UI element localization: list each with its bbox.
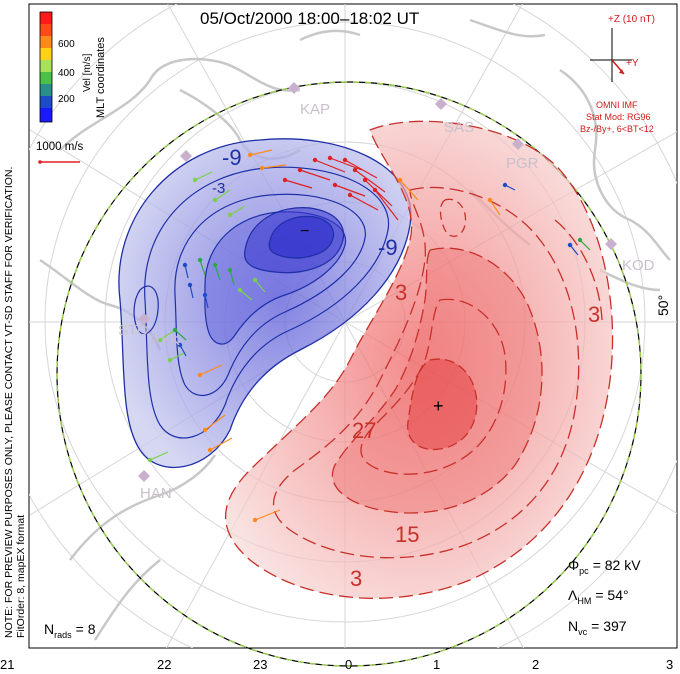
mlt-axis: 21 22 23 0 1 2 3 (0, 657, 673, 672)
radar-site-markers (138, 82, 617, 482)
imf-clock: +Z (10 nT) +Y OMNI IMF Stat Mod: RG96 Bz… (580, 14, 655, 134)
radar-label: KAP (300, 101, 330, 118)
potential-min-marker: − (300, 223, 309, 240)
imf-model-line: Stat Mod: RG96 (586, 112, 651, 122)
radar-label: SAS (444, 119, 474, 136)
latitude-label: 50° (655, 295, 671, 316)
radar-label: PYK (150, 332, 180, 349)
coordinate-system-label: MLT coordinates (95, 37, 107, 118)
positive-potential-cell (225, 120, 614, 599)
colorbar-label: Vel [m/s] (82, 53, 93, 92)
imf-z-label: +Z (10 nT) (608, 14, 655, 25)
nvc-stat: Nvc = 397 (568, 618, 627, 637)
contour-label: -3 (212, 180, 225, 197)
imf-model-line: Bz-/By+, 6<BT<12 (580, 124, 654, 134)
radar-labels: KAP SAS PGR KOD STO PYK HAN (118, 101, 655, 502)
velocity-colorbar: 600 400 200 Vel [m/s] (39, 11, 93, 123)
radar-label: STO (118, 322, 149, 339)
velocity-scale-label: 1000 m/s (36, 141, 84, 153)
mlt-tick-label: 21 (0, 657, 14, 672)
radar-label: PGR (506, 155, 539, 172)
mlt-tick-label: 3 (666, 657, 673, 672)
potential-max-marker: + (433, 396, 444, 416)
imf-model-line: OMNI IMF (596, 100, 638, 110)
contour-label: 27 (352, 418, 376, 443)
contour-label: 3 (588, 302, 600, 327)
negative-potential-cell (118, 138, 412, 469)
fit-order-note: FitOrder: 8, mapEX format (15, 515, 27, 638)
mlt-tick-label: 2 (532, 657, 539, 672)
mlt-tick-label: 1 (433, 657, 440, 672)
contour-label: -9 (222, 145, 242, 170)
contour-label: 3 (350, 566, 362, 591)
imf-y-label: +Y (626, 58, 639, 69)
contour-label: -9 (378, 235, 398, 260)
colorbar-tick: 600 (58, 39, 75, 50)
radar-label: HAN (140, 485, 172, 502)
mlt-tick-label: 22 (157, 657, 171, 672)
lambda-hm-stat: ΛHM = 54° (568, 587, 629, 606)
colorbar-tick: 200 (58, 94, 75, 105)
mlt-tick-label: 0 (345, 657, 352, 672)
contour-label: 3 (395, 280, 407, 305)
mlt-tick-label: 23 (253, 657, 267, 672)
contour-label: 15 (395, 522, 419, 547)
map-title: 05/Oct/2000 18:00–18:02 UT (200, 9, 419, 28)
velocity-vectors (147, 149, 591, 523)
nrads-stat: Nrads = 8 (44, 621, 96, 640)
velocity-scale: 1000 m/s (36, 141, 84, 164)
phi-pc-stat: Φpc = 82 kV (568, 557, 641, 576)
map-statistics: Φpc = 82 kV ΛHM = 54° Nvc = 397 Nrads = 8 (44, 557, 641, 640)
colorbar-tick: 400 (58, 68, 75, 79)
radar-label: KOD (622, 257, 655, 274)
preview-note: NOTE: FOR PREVIEW PURPOSES ONLY, PLEASE … (3, 167, 15, 638)
